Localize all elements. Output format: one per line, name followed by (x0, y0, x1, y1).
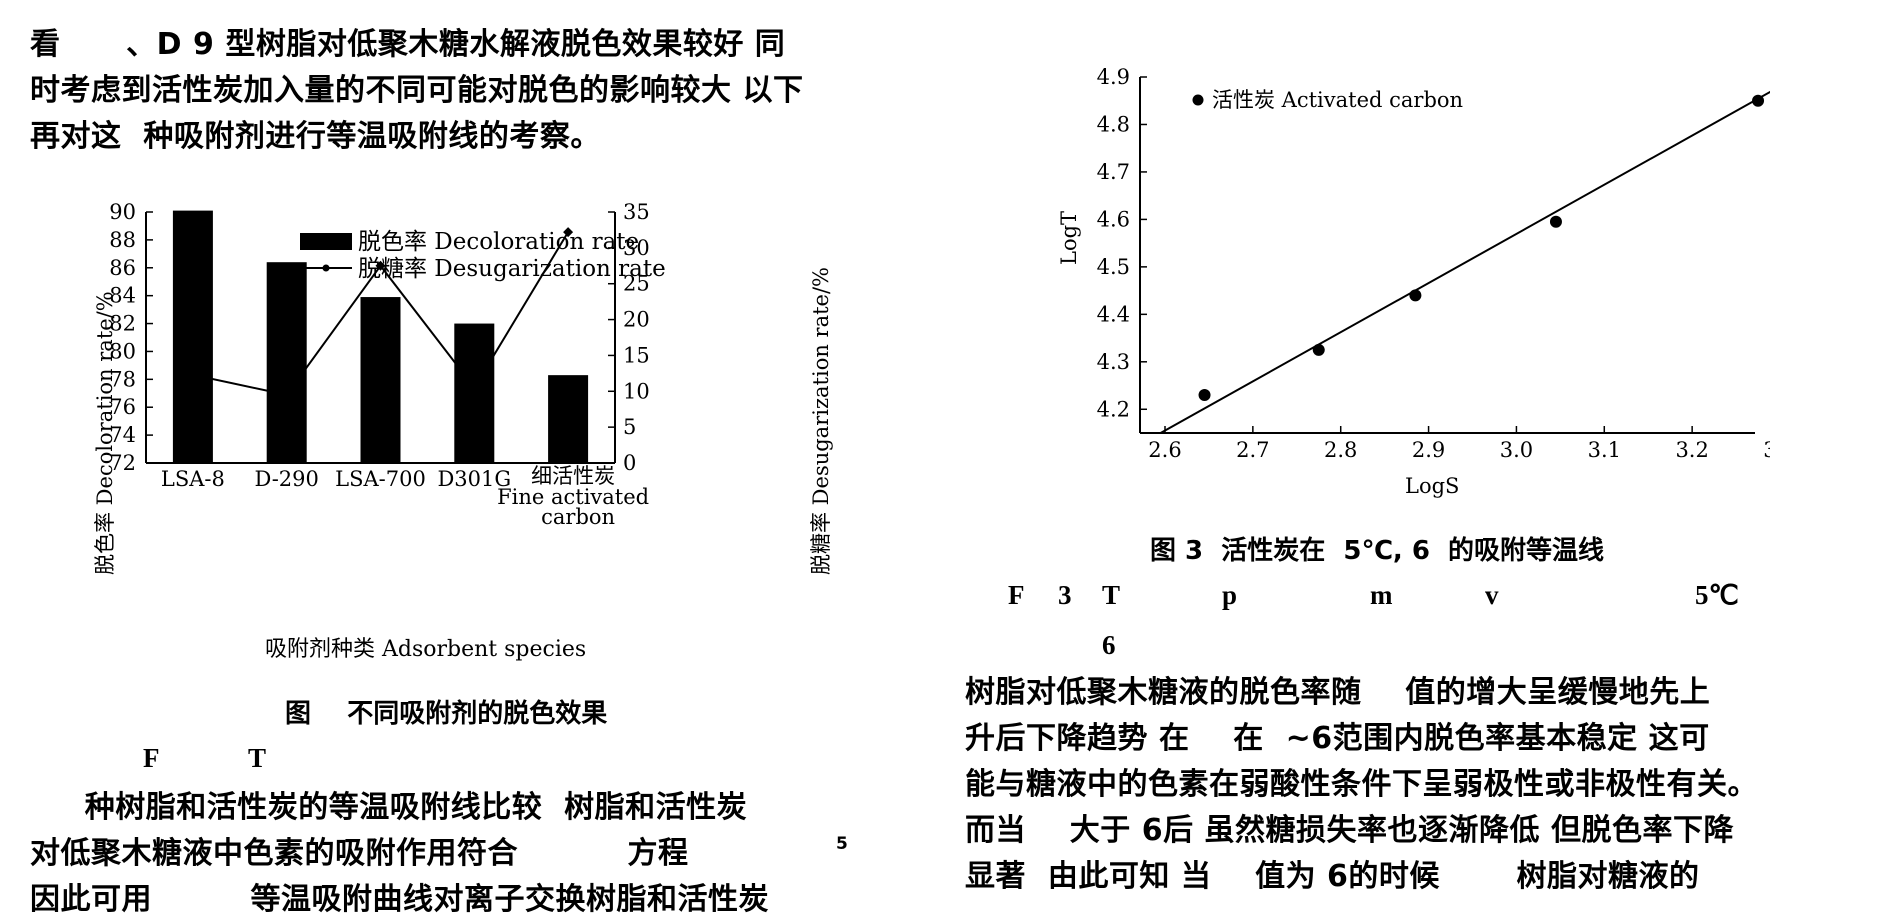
desugarization-point (187, 369, 198, 380)
fig3-caption-cn: 图 3 活性炭在 5℃, 6 的吸附等温线 (1150, 536, 1605, 566)
left-tick-label: 90 (109, 200, 136, 224)
y-tick-label: 4.4 (1097, 302, 1130, 326)
legend-bar-swatch (300, 233, 352, 250)
fig3-caption-en-8: 6 (1102, 630, 1116, 660)
category-label: D-290 (254, 467, 318, 491)
left-tick-label: 78 (109, 367, 136, 391)
decoloration-bar (454, 323, 495, 463)
left-tick-label: 86 (109, 256, 136, 280)
y-tick-label: 4.5 (1097, 255, 1130, 279)
fig2-caption-cn: 图 不同吸附剂的脱色效果 (285, 699, 608, 729)
right-tick-label: 0 (623, 451, 636, 475)
x-tick-label: 3.1 (1588, 438, 1621, 462)
decoloration-bar (548, 375, 589, 463)
x-tick-label: 2.6 (1148, 438, 1181, 462)
body-line-1: 种树脂和活性炭的等温吸附线比较 树脂和活性炭 (30, 790, 748, 825)
x-tick-label: 3.3 (1763, 438, 1770, 462)
legend-line-marker (322, 264, 330, 272)
x-tick-label: 2.8 (1324, 438, 1357, 462)
right-tick-label: 30 (623, 236, 650, 260)
fig3-caption-en-2: 3 (1058, 580, 1072, 610)
decoloration-bar (172, 210, 213, 463)
desugarization-point (375, 260, 386, 271)
y-tick-label: 4.6 (1097, 207, 1130, 231)
right-body-line-2: 升后下降趋势 在 在 ~6范围内脱色率基本稳定 这可 (965, 721, 1710, 756)
x-axis-label-2: LogS (1405, 474, 1459, 498)
right-body-line-4: 而当 大于 6后 虽然糖损失率也逐渐降低 但脱色率下降 (965, 813, 1734, 848)
y-tick-label: 4.9 (1097, 65, 1130, 89)
right-tick-label: 10 (623, 379, 650, 403)
legend-bar-label: 脱色率 Decoloration rate (358, 229, 639, 255)
intro-line-2: 时考虑到活性炭加入量的不同可能对脱色的影响较大 以下 (30, 73, 804, 108)
fig3-caption-en-5: m (1370, 580, 1393, 610)
isotherm-chart: 活性炭 Activated carbon 2.6 2.7 2.8 2.9 3.0 3.1 3… (1057, 65, 1770, 498)
chart2-legend: 活性炭 Activated carbon (1192, 88, 1463, 112)
y-tick-label: 4.8 (1097, 112, 1130, 136)
x-axis-label: 吸附剂种类 Adsorbent species (265, 637, 586, 662)
data-point (1198, 389, 1211, 402)
x-tick-label: 2.9 (1412, 438, 1445, 462)
legend-scatter-marker (1192, 94, 1204, 106)
category-label: LSA-700 (335, 467, 426, 491)
y-tick-label: 4.2 (1097, 397, 1130, 421)
right-axis-label: 脱糖率 Desugarization rate/% (809, 267, 833, 575)
category-label: D301G (437, 467, 511, 491)
data-point (1549, 215, 1562, 228)
body-line-3: 因此可用 等温吸附曲线对离子交换树脂和活性炭 (30, 882, 769, 917)
category-label: 细活性炭 (531, 464, 615, 488)
left-tick-label: 76 (109, 395, 136, 419)
fig3-caption-en-3: T (1102, 580, 1121, 610)
right-tick-label: 25 (623, 272, 650, 296)
category-label: LSA-8 (161, 467, 225, 491)
data-point (1409, 289, 1422, 302)
y-axis-label: LogT (1057, 211, 1081, 265)
left-tick-label: 88 (109, 228, 136, 252)
decoloration-bar (266, 262, 307, 463)
desugarization-point (469, 382, 480, 393)
left-tick-label: 72 (109, 451, 136, 475)
y-tick-label: 4.3 (1097, 350, 1130, 374)
fig2-caption-en-1: F (143, 743, 160, 773)
category-label: carbon (541, 505, 615, 529)
desugarization-point (281, 389, 292, 400)
x-tick-label: 2.7 (1236, 438, 1269, 462)
data-point (1752, 94, 1765, 107)
right-tick-label: 20 (623, 308, 650, 332)
right-tick-label: 5 (623, 415, 636, 439)
left-tick-label: 74 (109, 423, 136, 447)
adsorbent-chart: 脱色率 Decoloration rate 脱糖率 Desugarization… (93, 200, 833, 662)
legend-line-label: 脱糖率 Desugarization rate (358, 256, 666, 282)
right-tick-label: 35 (623, 200, 650, 224)
right-body-line-1: 树脂对低聚木糖液的脱色率随 值的增大呈缓慢地先上 (965, 675, 1711, 710)
citation-superscript: 5 (836, 834, 848, 854)
x-tick-label: 3.0 (1500, 438, 1533, 462)
category-label: Fine activated (497, 485, 649, 509)
fig3-caption-en-1: F (1008, 580, 1025, 610)
chart-legend: 脱色率 Decoloration rate 脱糖率 Desugarization… (300, 229, 666, 282)
right-body-line-3: 能与糖液中的色素在弱酸性条件下呈弱极性或非极性有关。 (965, 767, 1758, 802)
fig2-caption-en-2: T (248, 743, 267, 773)
fig3-caption-en-7: 5℃ (1695, 580, 1739, 610)
data-point (1312, 343, 1325, 356)
left-tick-label: 82 (109, 312, 136, 336)
fig3-caption-en-4: p (1222, 580, 1238, 610)
y-tick-label: 4.7 (1097, 160, 1130, 184)
desugarization-point (563, 227, 574, 238)
fig3-caption-en-6: v (1485, 580, 1499, 610)
intro-line-1: 看 、D 9 型树脂对低聚木糖水解液脱色效果较好 同 (30, 27, 786, 62)
left-axis-label: 脱色率 Decoloration rate/% (93, 291, 117, 575)
fit-line (1160, 90, 1770, 434)
body-line-2: 对低聚木糖液中色素的吸附作用符合 方程 (30, 836, 689, 871)
legend-scatter-label: 活性炭 Activated carbon (1212, 88, 1463, 112)
left-tick-label: 84 (109, 284, 136, 308)
decoloration-bar (360, 297, 401, 463)
right-tick-label: 15 (623, 343, 650, 367)
x-tick-label: 3.2 (1675, 438, 1708, 462)
right-body-line-5: 显著 由此可知 当 值为 6的时候 树脂对糖液的 (965, 859, 1700, 894)
left-tick-label: 80 (109, 339, 136, 363)
intro-line-3: 再对这 种吸附剂进行等温吸附线的考察。 (30, 119, 601, 154)
